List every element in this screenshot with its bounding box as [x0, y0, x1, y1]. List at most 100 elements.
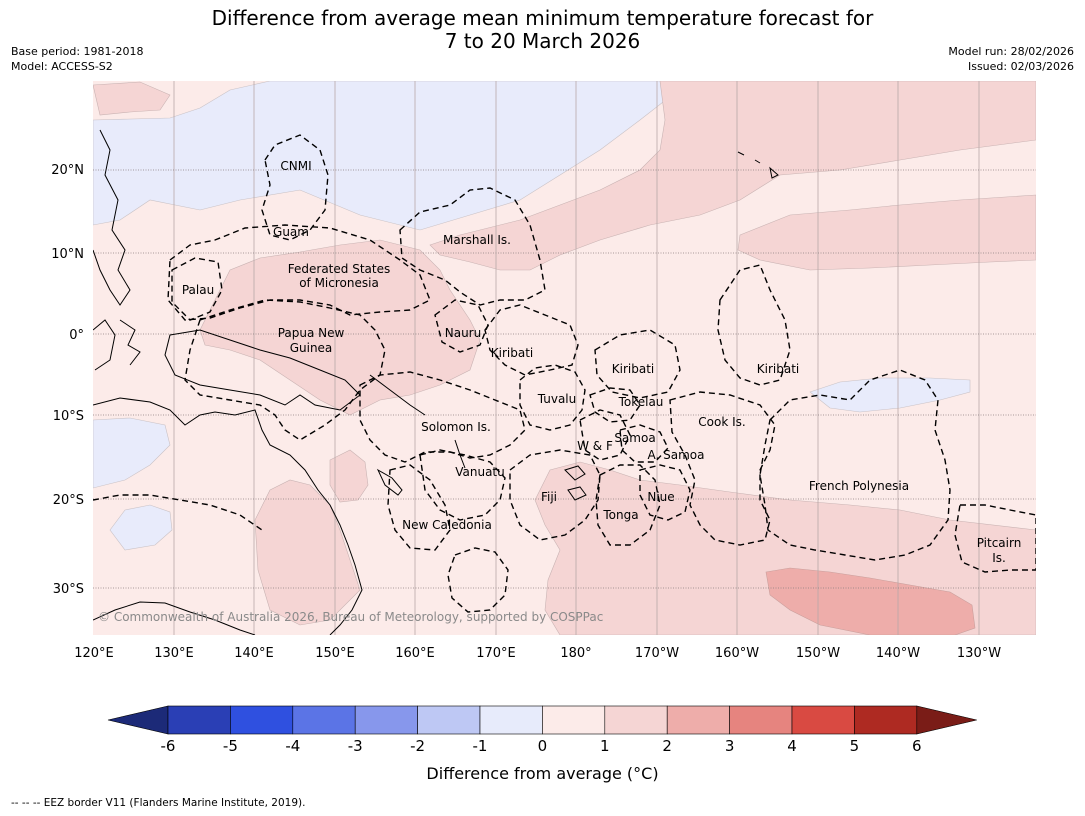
eez-kiribati-east: [717, 264, 791, 386]
colorbar-bin: [417, 705, 481, 735]
place-png-line-1: Papua New: [278, 326, 345, 340]
copyright-notice: © Commonwealth of Australia 2026, Bureau…: [98, 610, 603, 624]
anomaly-warm-west: [93, 81, 171, 116]
lat-label: 20°S: [53, 493, 84, 508]
lat-label: 20°N: [51, 163, 84, 178]
coast-solomon: [369, 374, 426, 416]
colorbar-tick-label: 1: [600, 737, 610, 755]
longitude-labels: 120°E 130°E 140°E 150°E 160°E 170°E 180°…: [74, 646, 1001, 661]
eez-borders: [93, 134, 1036, 613]
place-solomon-islands: Solomon Is.: [421, 420, 491, 434]
lon-label: 180°: [560, 646, 591, 661]
latitude-labels: 20°N 10°N 0° 10°S 20°S 30°S: [51, 163, 84, 597]
anomaly-warm-northeast: [429, 81, 1036, 271]
coast-sulawesi: [119, 319, 141, 366]
eez-tuvalu: [519, 364, 586, 431]
lon-label: 160°E: [395, 646, 435, 661]
anomaly-warm-east-band: [737, 194, 1036, 271]
eez-tonga: [595, 464, 661, 546]
lon-label: 170°E: [476, 646, 516, 661]
place-palau: Palau: [182, 283, 214, 297]
eez-palau: [171, 257, 223, 321]
chart-title: Difference from average mean minimum tem…: [0, 7, 1085, 53]
place-pitcairn-line-1: Pitcairn: [977, 536, 1022, 550]
place-american-samoa: A. Samoa: [648, 448, 705, 462]
place-french-polynesia: French Polynesia: [809, 479, 909, 493]
lat-label: 30°S: [53, 582, 84, 597]
colorbar-tick-label: -2: [410, 737, 425, 755]
colorbar-tick-label: 4: [787, 737, 797, 755]
lon-label: 170°W: [635, 646, 679, 661]
anomaly-cool-north: [93, 81, 691, 231]
colorbar-tick-label: -5: [223, 737, 238, 755]
eez-kiribati-central: [594, 329, 681, 399]
lon-label: 160°W: [715, 646, 759, 661]
eez-samoa: [619, 424, 669, 463]
coast-png: [164, 329, 361, 411]
eez-tokelau: [589, 387, 641, 423]
lat-label: 10°S: [53, 409, 84, 424]
place-tuvalu: Tuvalu: [537, 392, 577, 406]
base-period: Base period: 1981-2018: [11, 45, 144, 58]
graticule: [173, 81, 980, 635]
colorbar-bin: [230, 705, 294, 735]
place-labels: CNMI Guam Marshall Is. Federated States …: [182, 159, 1021, 565]
eez-legend-note: -- -- -- EEZ border V11 (Flanders Marine…: [11, 797, 306, 809]
colorbar-bin: [292, 705, 356, 735]
place-fiji: Fiji: [541, 490, 557, 504]
colorbar-tick-label: 3: [725, 737, 735, 755]
anomaly-field: [93, 81, 1036, 635]
place-pitcairn-line-2: Is.: [992, 551, 1006, 565]
lat-label: 10°N: [51, 247, 84, 262]
forecast-map: © Commonwealth of Australia 2026, Bureau…: [51, 81, 1036, 755]
coast-new-caledonia: [376, 468, 403, 496]
colorbar: -6 -5 -4 -3 -2 -1 0 1 2 3 4 5 6: [107, 705, 977, 755]
eez-nauru: [434, 299, 489, 353]
colorbar-bin: [354, 705, 418, 735]
anomaly-warm-micronesia: [199, 239, 481, 416]
anomaly-cool-tasman: [109, 504, 173, 551]
place-wallis-futuna: W & F: [577, 439, 613, 453]
place-samoa: Samoa: [614, 431, 655, 445]
eez-kiribati-west: [484, 304, 579, 376]
colorbar-label: Difference from average (°C): [426, 764, 659, 783]
colorbar-bin: [791, 705, 855, 735]
eez-marshall: [399, 187, 546, 306]
colorbar-tick-label: 0: [538, 737, 548, 755]
eez-fiji: [509, 449, 601, 541]
eez-png: [184, 299, 386, 441]
place-new-caledonia: New Caledonia: [402, 518, 492, 532]
place-cnmi: CNMI: [280, 159, 311, 173]
lon-label: 140°W: [876, 646, 920, 661]
eez-wf: [579, 409, 631, 461]
place-nauru: Nauru: [445, 326, 481, 340]
colorbar-tick-label: 6: [912, 737, 922, 755]
eez-cnmi: [261, 134, 329, 241]
place-vanuatu: Vanuatu: [455, 465, 505, 479]
model-run: Model run: 28/02/2026: [948, 45, 1074, 58]
meta-left: Base period: 1981-2018 Model: ACCESS-S2: [11, 44, 143, 74]
colorbar-bin: [666, 705, 730, 735]
latitude-lines: [93, 169, 1036, 589]
coast-fiji: [564, 465, 587, 501]
eez-norfolk: [447, 547, 509, 613]
place-kiribati-central: Kiribati: [612, 362, 654, 376]
model-name: Model: ACCESS-S2: [11, 60, 113, 73]
anomaly-warm-newcal: [329, 449, 369, 503]
place-guam: Guam: [273, 225, 309, 239]
colorbar-tick-label: -4: [285, 737, 300, 755]
place-kiribati-west: Kiribati: [491, 346, 533, 360]
colorbar-extend-low: [107, 705, 169, 735]
colorbar-bin: [167, 705, 231, 735]
colorbar-tick-label: -6: [161, 737, 176, 755]
meta-right: Model run: 28/02/2026 Issued: 02/03/2026: [948, 44, 1074, 74]
colorbar-tick-label: 5: [850, 737, 860, 755]
coast-south-australia: [93, 601, 256, 635]
issued-date: Issued: 02/03/2026: [967, 60, 1074, 73]
eez-fsm: [167, 224, 431, 321]
colorbar-tick-label: -1: [473, 737, 488, 755]
eez-cook: [669, 391, 776, 546]
lon-label: 150°W: [796, 646, 840, 661]
colorbar-bin: [604, 705, 668, 735]
lat-label: 0°: [69, 328, 84, 343]
